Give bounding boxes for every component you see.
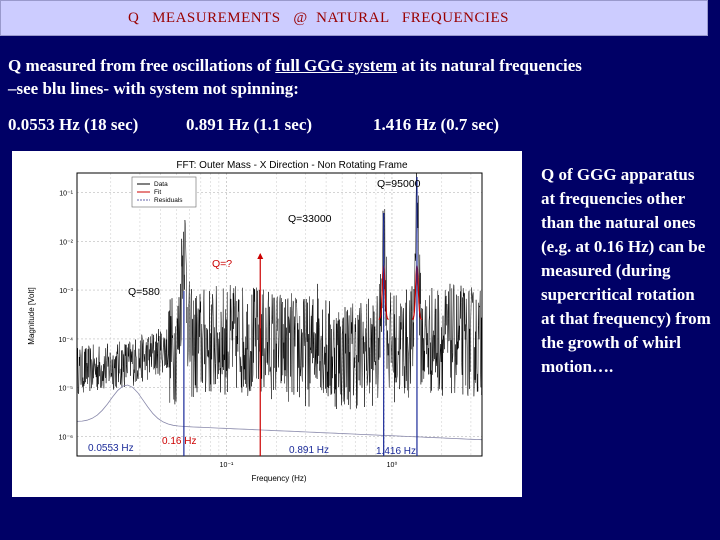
intro-text-a: Q measured from free oscillations of — [8, 56, 276, 75]
annotation-q-unknown: Q=? — [212, 258, 232, 270]
q-unknown-arrow — [257, 253, 264, 259]
label-0-0553-hz: 0.0553 Hz — [88, 443, 134, 454]
y-tick-label: 10⁻² — [59, 239, 73, 246]
chart-traces — [76, 172, 483, 441]
chart-legend: Data Fit Residuals — [131, 176, 197, 208]
y-tick-label: 10⁻⁴ — [59, 337, 74, 344]
legend-entry-residuals: Residuals — [154, 197, 183, 204]
label-0-16-hz: 0.16 Hz — [162, 436, 196, 447]
legend-entry-data: Data — [154, 181, 168, 188]
annotation-q-33000: Q=33000 — [288, 213, 332, 225]
freq-item-3: 1.416 Hz (0.7 sec) — [373, 115, 500, 134]
x-tick-label: 10⁻¹ — [220, 462, 234, 469]
intro-link-text: full GGG system — [275, 56, 398, 75]
annotation-q-95000: Q=95000 — [377, 178, 421, 190]
plot-frame — [76, 172, 483, 457]
intro-line2-a: –see blu lines- — [8, 79, 110, 98]
intro-paragraph: Q measured from free oscillations of ful… — [8, 54, 708, 100]
intro-text-b: at its natural frequencies — [397, 56, 582, 75]
residuals-series-line — [76, 384, 483, 441]
annotation-q-580: Q=580 — [128, 286, 160, 298]
y-axis-label: Magnitude [Volt] — [27, 287, 36, 344]
y-tick-label: 10⁻¹ — [59, 191, 73, 198]
freq-item-2: 0.891 Hz (1.1 sec) — [186, 115, 313, 134]
freq-item-1: 0.0553 Hz (18 sec) — [8, 115, 139, 134]
fft-plot: FFT: Outer Mass - X Direction - Non Rota… — [12, 151, 522, 497]
y-tick-label: 10⁻⁵ — [59, 386, 73, 393]
axis-ticks: 10⁻¹ 10⁻² 10⁻³ 10⁻⁴ 10⁻⁵ 10⁻⁶ 10⁻¹ 10⁰ — [59, 191, 398, 469]
x-axis-label: Frequency (Hz) — [251, 474, 306, 483]
intro-line2-b: with system not spinning: — [109, 79, 299, 98]
y-tick-label: 10⁻⁶ — [59, 434, 73, 441]
label-0-891-hz: 0.891 Hz — [289, 445, 329, 456]
slide-title: Q MEASUREMENTS @ NATURAL FREQUENCIES — [128, 10, 510, 26]
chart-title: FFT: Outer Mass - X Direction - Non Rota… — [176, 160, 408, 171]
y-tick-label: 10⁻³ — [59, 288, 73, 295]
label-1-416-hz: 1.416 Hz — [376, 446, 416, 457]
x-tick-label: 10⁰ — [387, 461, 398, 469]
fft-chart: FFT: Outer Mass - X Direction - Non Rota… — [27, 160, 483, 483]
marker-lines — [183, 177, 418, 456]
legend-entry-fit: Fit — [154, 189, 161, 196]
side-note: Q of GGG apparatus at frequencies other … — [541, 165, 711, 376]
slide-title-bar: Q MEASUREMENTS @ NATURAL FREQUENCIES — [0, 0, 708, 36]
